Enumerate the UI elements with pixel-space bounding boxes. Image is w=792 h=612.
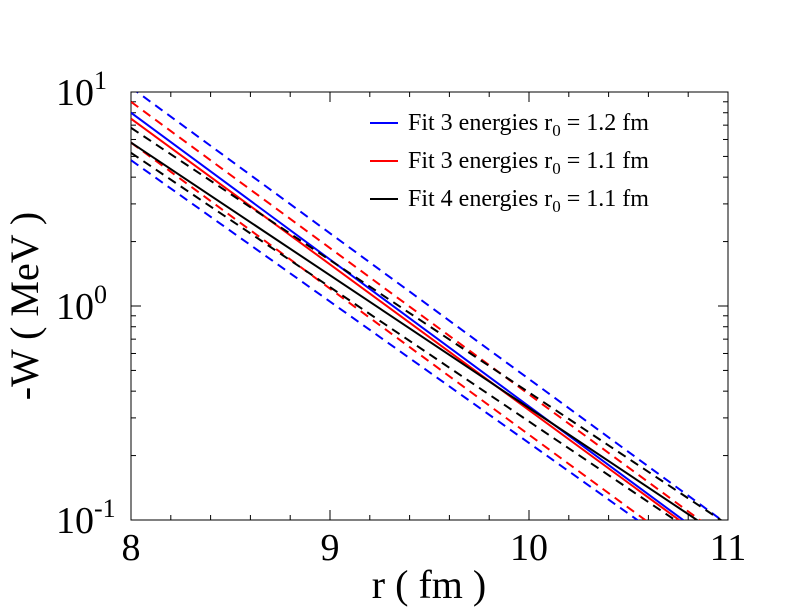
series-line-1 [131,111,685,520]
x-tick-label: 11 [710,527,747,569]
minor-ticks [131,92,728,520]
legend-label-text: Fit 3 energies r [408,148,552,174]
series-line-3 [131,159,640,520]
series-line-6 [131,141,647,520]
x-axis: 8 9 10 11 [122,92,747,569]
legend-label-text: Fit 4 energies r [408,186,552,212]
legend-label-suffix: = 1.1 fm [561,148,650,174]
y-tick-exponent: 1 [94,66,107,95]
legend-label-text: Fit 3 energies r [408,110,552,136]
legend-label-3: Fit 4 energies r0 = 1.1 fm [408,186,649,216]
legend-label-subscript: 0 [552,197,561,216]
legend-label-suffix: = 1.1 fm [561,186,650,212]
series-line-5 [131,100,702,520]
series-line-9 [131,151,677,520]
legend-label-subscript: 0 [552,121,561,140]
series-line-7 [131,141,699,520]
y-axis-label: -W ( MeV ) [2,212,47,400]
x-tick-label: 10 [510,527,548,569]
x-tick-label: 9 [321,527,340,569]
x-tick-label: 8 [122,527,141,569]
x-axis-label: r ( fm ) [372,562,486,607]
y-tick-base: 10 [56,286,94,328]
legend-label-1: Fit 3 energies r0 = 1.2 fm [408,110,649,140]
legend-label-2: Fit 3 energies r0 = 1.1 fm [408,148,649,178]
legend-label-suffix: = 1.2 fm [561,110,650,136]
y-tick-exponent: 0 [94,280,107,309]
y-tick-label: 100 [56,280,107,328]
series-line-2 [135,92,724,520]
y-tick-label: 101 [56,66,107,114]
y-tick-base: 10 [56,500,94,542]
y-tick-label: 10-1 [56,494,116,542]
series-layer [131,92,724,520]
y-tick-exponent: -1 [94,494,116,523]
series-line-4 [131,117,681,520]
legend-label-subscript: 0 [552,159,561,178]
y-tick-base: 10 [56,72,94,114]
